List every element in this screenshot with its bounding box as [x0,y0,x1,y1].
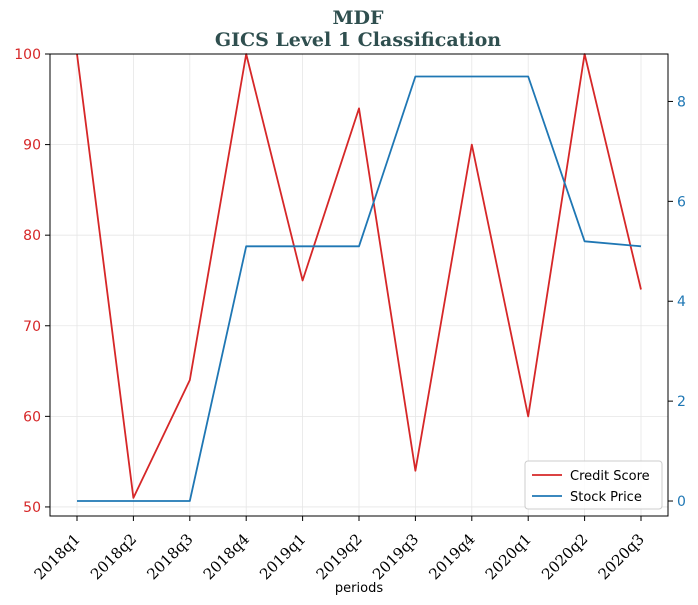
x-tick-label: 2019q4 [425,530,478,583]
x-tick-label: 2018q1 [31,530,84,583]
y-axis-right: 0 2 4 6 8 [668,94,686,510]
legend-box [524,460,663,510]
x-axis-label: periods [335,581,383,596]
y-left-tick-label: 70 [23,319,41,335]
series-line-stock-price [77,75,642,502]
x-tick-label: 2019q1 [256,530,309,583]
x-tick-label: 2018q4 [200,530,253,583]
x-tick-label: 2019q2 [313,530,366,583]
x-axis: 2018q1 2018q2 2018q3 2018q4 2019q1 2019q2 2019… [31,516,648,583]
series-line-credit-score [76,53,642,499]
y-left-tick-label: 80 [23,228,41,244]
y-right-tick-label: 4 [677,294,686,310]
y-left-tick-label: 60 [23,409,41,425]
y-right-tick-label: 0 [677,494,686,510]
x-tick-label: 2019q3 [369,530,422,583]
x-tick-label: 2018q2 [87,530,140,583]
x-tick-label: 2020q2 [538,530,591,583]
grid [50,53,668,516]
chart-subtitle: GICS Level 1 Classification [215,29,501,51]
chart-title: MDF [333,7,385,29]
y-right-tick-label: 2 [677,394,686,410]
y-left-tick-label: 50 [23,500,41,516]
y-left-tick-label: 100 [14,47,41,63]
series-layer [76,53,642,502]
y-right-tick-label: 8 [677,94,686,110]
legend-label-credit-score: Credit Score [570,469,650,484]
y-right-tick-label: 6 [677,194,686,210]
x-tick-label: 2020q3 [595,530,648,583]
x-tick-label: 2020q1 [482,530,535,583]
x-tick-label: 2018q3 [143,530,196,583]
y-left-tick-label: 90 [23,138,41,154]
legend-label-stock-price: Stock Price [570,490,642,505]
y-axis-left: 50 60 70 80 90 100 [14,47,50,516]
legend: Credit Score Stock Price [524,460,663,510]
